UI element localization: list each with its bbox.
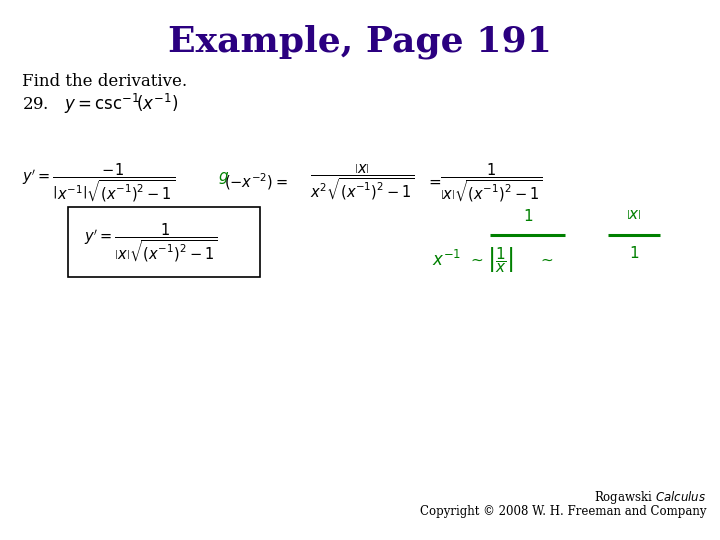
Text: $\dfrac{1}{\left|x\right|\sqrt{\left(x^{-1}\right)^{2}-1}}$: $\dfrac{1}{\left|x\right|\sqrt{\left(x^{… — [440, 161, 542, 203]
Text: $\left|x\right|$: $\left|x\right|$ — [626, 208, 642, 222]
Text: $\!\left(-x^{-2}\right)=$: $\!\left(-x^{-2}\right)=$ — [225, 172, 288, 192]
Text: 29.   $y = \mathrm{csc}^{-1}\!\left(x^{-1}\right)$: 29. $y = \mathrm{csc}^{-1}\!\left(x^{-1}… — [22, 92, 179, 116]
Text: $\sim$: $\sim$ — [468, 253, 484, 267]
Text: $\dfrac{\left|x\right|}{x^{2}\sqrt{\left(x^{-1}\right)^{2}-1}}$: $\dfrac{\left|x\right|}{x^{2}\sqrt{\left… — [310, 163, 415, 201]
Text: Find the derivative.: Find the derivative. — [22, 73, 187, 91]
Text: $\sim$: $\sim$ — [538, 253, 554, 267]
Text: $x^{-1}$: $x^{-1}$ — [432, 250, 462, 270]
Text: Example, Page 191: Example, Page 191 — [168, 25, 552, 59]
Text: $1$: $1$ — [523, 208, 533, 224]
Text: Rogawski $\mathit{Calculus}$: Rogawski $\mathit{Calculus}$ — [594, 489, 706, 506]
Text: Copyright © 2008 W. H. Freeman and Company: Copyright © 2008 W. H. Freeman and Compa… — [420, 505, 706, 518]
Text: $y' = \dfrac{-1}{\left|x^{-1}\right|\sqrt{\left(x^{-1}\right)^{2}-1}}$: $y' = \dfrac{-1}{\left|x^{-1}\right|\sqr… — [22, 161, 175, 203]
Text: $g$: $g$ — [218, 170, 229, 186]
FancyBboxPatch shape — [68, 207, 260, 277]
Text: $\left|\dfrac{1}{x}\right|$: $\left|\dfrac{1}{x}\right|$ — [487, 245, 514, 275]
Text: $y' = \dfrac{1}{\left|x\right|\sqrt{\left(x^{-1}\right)^{2}-1}}$: $y' = \dfrac{1}{\left|x\right|\sqrt{\lef… — [84, 221, 217, 263]
Text: $=$: $=$ — [426, 175, 442, 189]
Text: $1$: $1$ — [629, 245, 639, 261]
